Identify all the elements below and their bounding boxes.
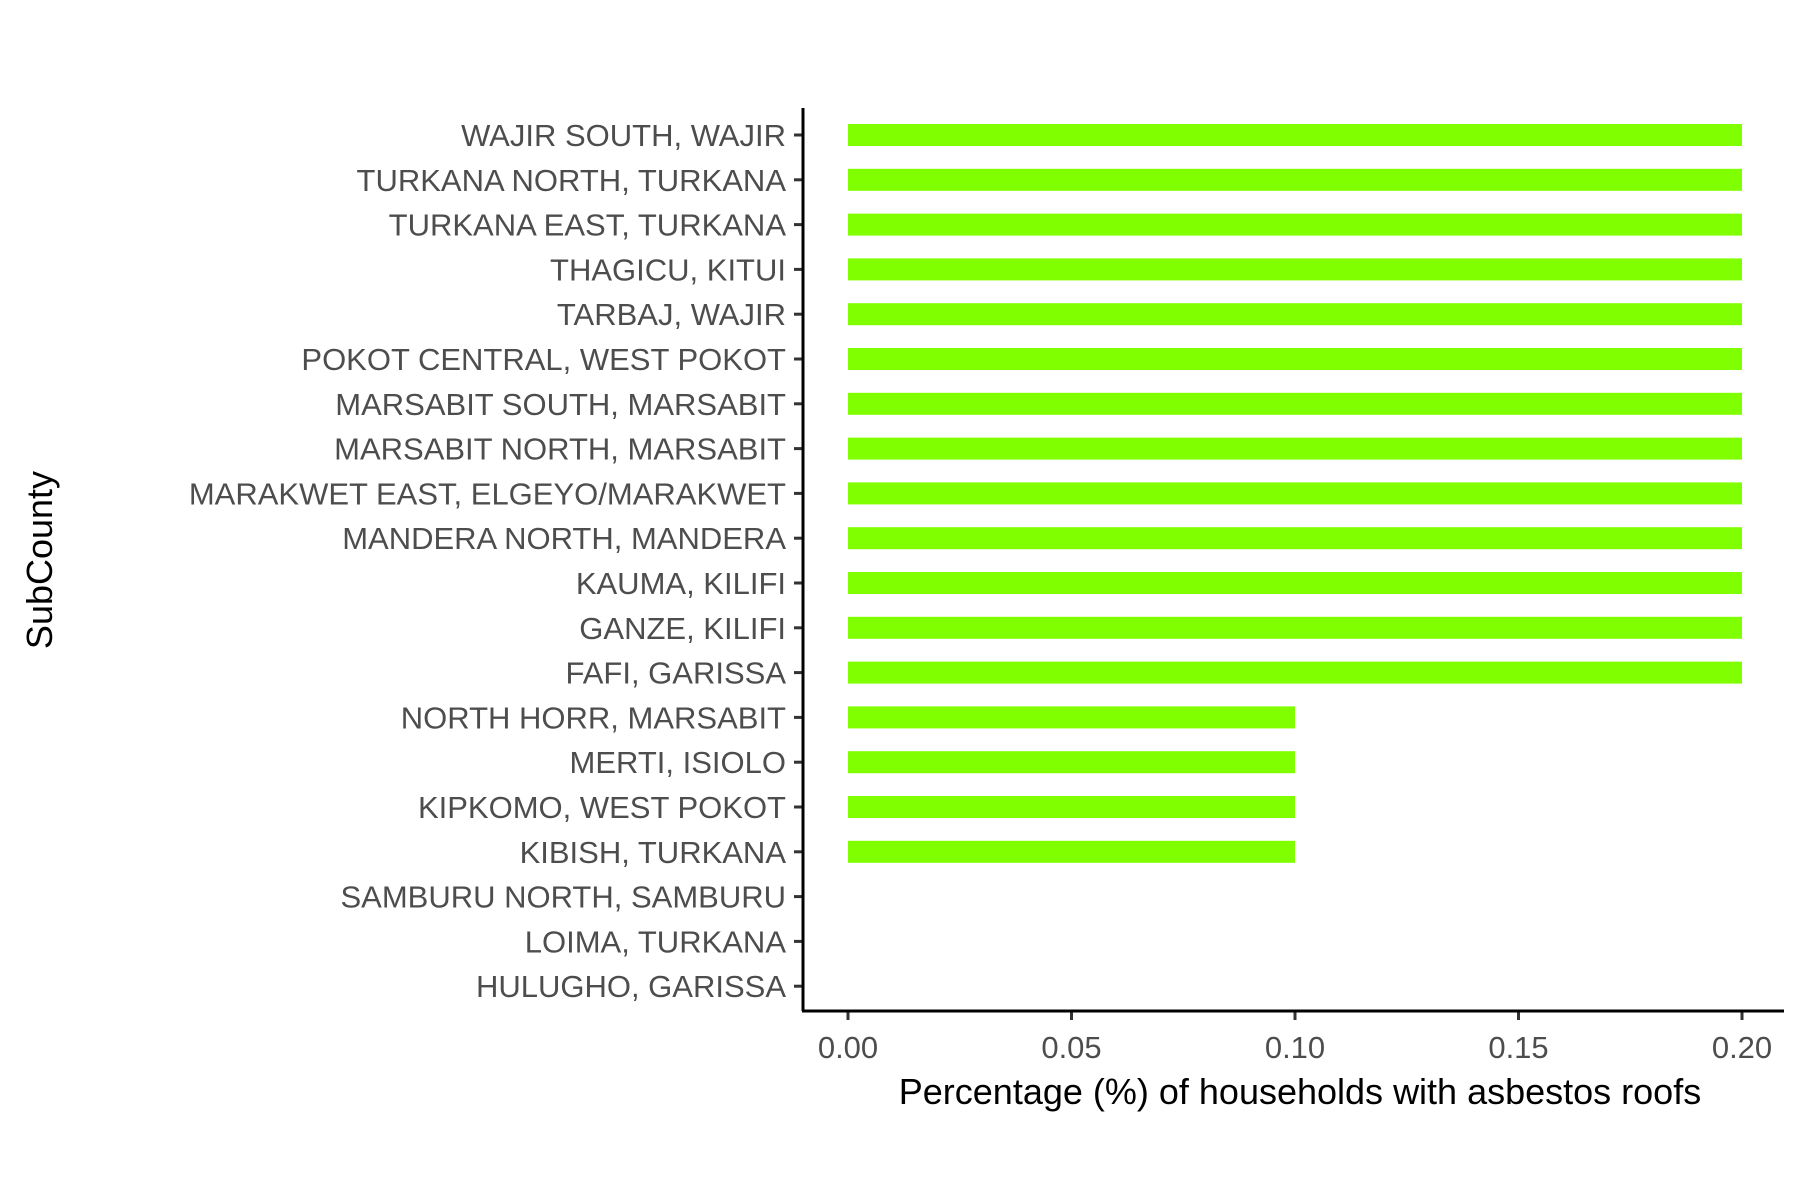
- bar: [848, 437, 1742, 460]
- y-tick-labels: WAJIR SOUTH, WAJIR TURKANA NORTH, TURKANA…: [189, 118, 786, 1004]
- bar: [848, 392, 1742, 415]
- x-axis-title: Percentage (%) of households with asbest…: [899, 1071, 1701, 1112]
- bars-group: [848, 124, 1742, 863]
- x-tick-label: 0.10: [1265, 1030, 1325, 1065]
- y-tick-label: MARAKWET EAST, ELGEYO/MARAKWET: [189, 476, 786, 511]
- bar: [848, 348, 1742, 370]
- bar: [848, 840, 1295, 863]
- y-tick-label: KAUMA, KILIFI: [576, 566, 786, 601]
- y-tick-label: FAFI, GARISSA: [566, 656, 787, 691]
- y-axis-title: SubCounty: [19, 471, 60, 649]
- x-tick-labels: 0.00 0.05 0.10 0.15 0.20: [818, 1030, 1772, 1065]
- bar: [848, 168, 1742, 191]
- y-tick-label: WAJIR SOUTH, WAJIR: [461, 118, 786, 153]
- bar: [848, 527, 1742, 550]
- bar: [848, 572, 1742, 594]
- x-tick-label: 0.05: [1041, 1030, 1101, 1065]
- x-tick-label: 0.15: [1488, 1030, 1548, 1065]
- x-tick-label: 0.00: [818, 1030, 878, 1065]
- bar: [848, 751, 1295, 774]
- y-tick-label: POKOT CENTRAL, WEST POKOT: [301, 342, 786, 377]
- y-tick-label: KIBISH, TURKANA: [520, 835, 787, 870]
- bar: [848, 124, 1742, 146]
- y-tick-label: LOIMA, TURKANA: [525, 924, 787, 959]
- bar: [848, 616, 1742, 639]
- y-tick-label: GANZE, KILIFI: [579, 611, 786, 646]
- bar: [848, 258, 1742, 281]
- x-tick-label: 0.20: [1712, 1030, 1772, 1065]
- bar: [848, 482, 1742, 505]
- y-tick-label: TARBAJ, WAJIR: [557, 297, 786, 332]
- y-tick-label: MARSABIT SOUTH, MARSABIT: [335, 387, 786, 422]
- y-tick-label: SAMBURU NORTH, SAMBURU: [340, 880, 786, 915]
- y-tick-label: HULUGHO, GARISSA: [476, 969, 786, 1004]
- bar: [848, 661, 1742, 684]
- bar: [848, 213, 1742, 236]
- y-tick-label: TURKANA EAST, TURKANA: [389, 208, 787, 243]
- y-tick-label: THAGICU, KITUI: [550, 252, 786, 287]
- bar: [848, 706, 1295, 729]
- y-tick-label: KIPKOMO, WEST POKOT: [418, 790, 786, 825]
- y-tick-label: NORTH HORR, MARSABIT: [401, 700, 786, 735]
- y-tick-label: MARSABIT NORTH, MARSABIT: [334, 432, 786, 467]
- y-tick-label: MANDERA NORTH, MANDERA: [342, 521, 786, 556]
- bar: [848, 303, 1742, 326]
- y-tick-label: TURKANA NORTH, TURKANA: [357, 163, 787, 198]
- y-tick-label: MERTI, ISIOLO: [570, 745, 786, 780]
- bar: [848, 796, 1295, 818]
